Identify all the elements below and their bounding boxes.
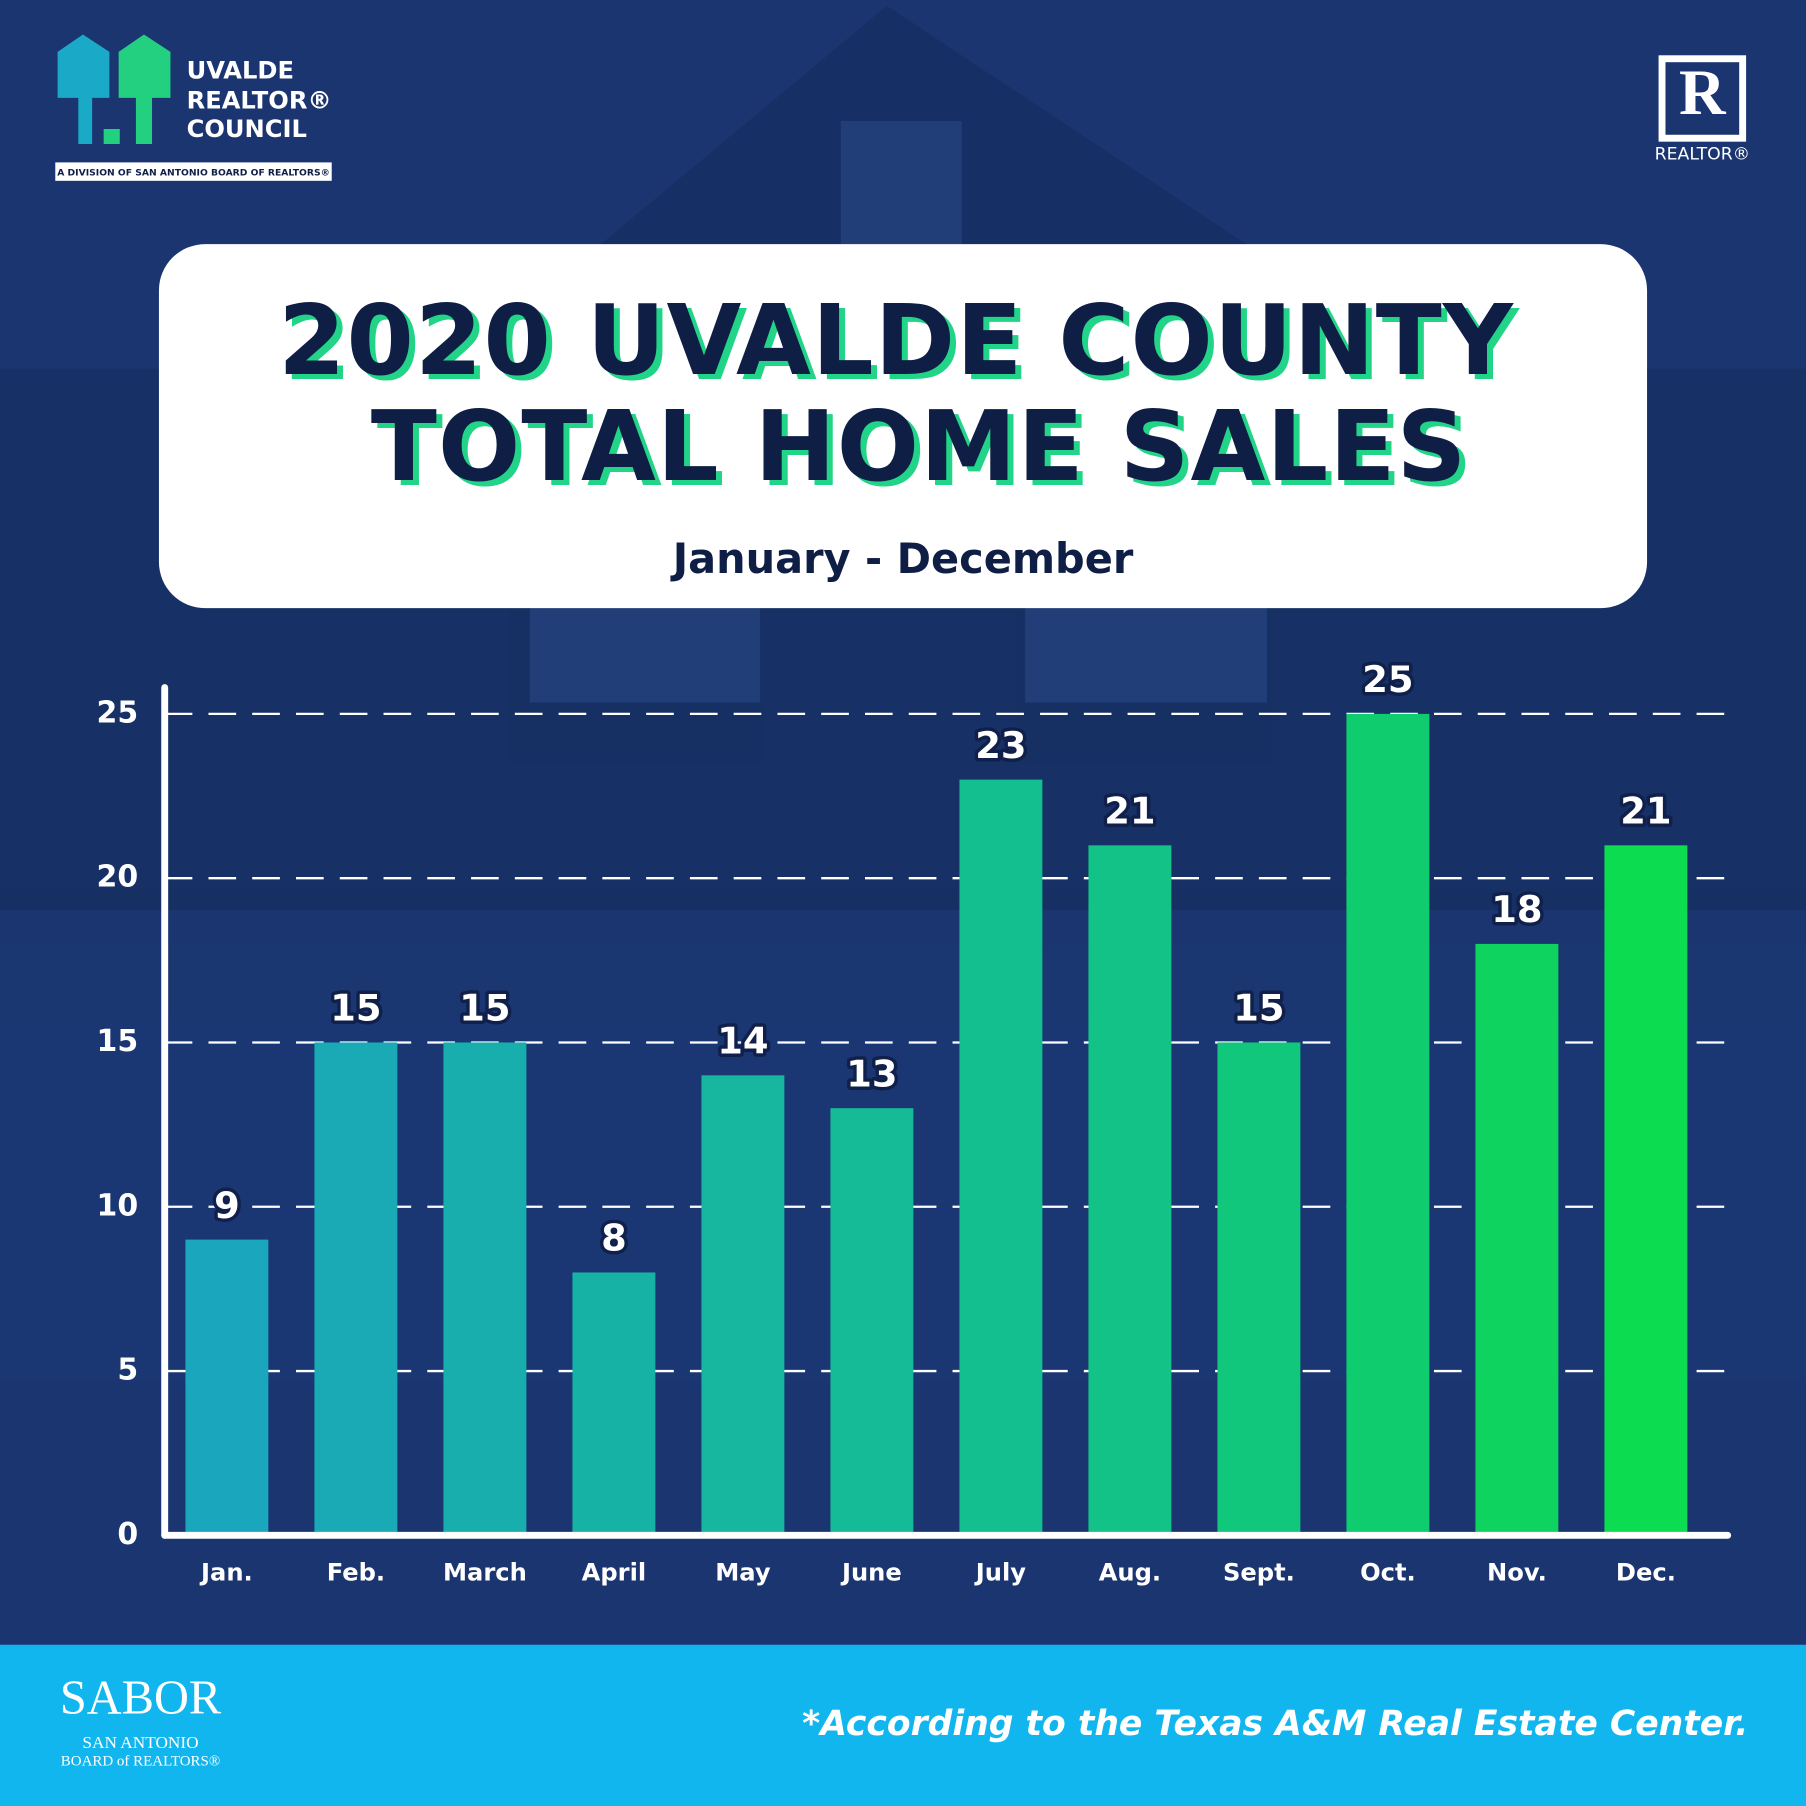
value-label: 15 (330, 987, 381, 1030)
bar (314, 1042, 398, 1536)
y-tick-label: 15 (97, 1024, 139, 1059)
y-tick-label: 5 (117, 1353, 138, 1388)
bar (443, 1042, 527, 1536)
value-label: 18 (1491, 888, 1542, 931)
bar (1346, 713, 1430, 1536)
svg-text:R: R (1679, 57, 1727, 128)
value-label: 14 (717, 1020, 768, 1063)
chart-title: 2020 UVALDE COUNTY (278, 284, 1514, 397)
x-tick-label: July (974, 1558, 1026, 1586)
value-label: 25 (1362, 658, 1413, 701)
bar (1475, 943, 1559, 1536)
chart-subtitle: January - December (670, 535, 1134, 583)
logo: UVALDE REALTOR® COUNCIL A DIVISION OF SA… (55, 34, 332, 181)
logo-text: REALTOR® (187, 86, 332, 114)
chart-title: TOTAL HOME SALES (371, 390, 1468, 503)
value-label: 15 (1233, 987, 1284, 1030)
footnote: *According to the Texas A&M Real Estate … (802, 1704, 1748, 1744)
sabor-logo: SABOR (60, 1671, 222, 1724)
x-tick-label: Aug. (1099, 1558, 1161, 1586)
y-tick-label: 10 (97, 1188, 139, 1223)
x-tick-label: June (840, 1558, 902, 1586)
value-label: 21 (1104, 790, 1155, 833)
value-label: 23 (975, 724, 1026, 767)
value-label: 8 (601, 1217, 627, 1260)
value-label: 21 (1620, 790, 1671, 833)
value-label: 9 (214, 1184, 240, 1227)
bar (1088, 845, 1172, 1536)
title-card (158, 244, 1648, 609)
x-tick-label: Sept. (1223, 1558, 1295, 1586)
y-tick-label: 20 (97, 860, 139, 895)
logo-tagline: A DIVISION OF SAN ANTONIO BOARD OF REALT… (57, 167, 330, 178)
x-tick-label: Jan. (199, 1558, 253, 1586)
bar (830, 1108, 914, 1536)
bar (185, 1239, 269, 1536)
logo-text: UVALDE (187, 56, 294, 84)
value-label: 13 (846, 1052, 897, 1095)
x-tick-label: Oct. (1360, 1558, 1416, 1586)
y-tick-label: 0 (117, 1517, 138, 1552)
plot: 0 5 10 15 20 25 Jan. 9 Feb. 15 March 15 April 8 May 14 J… (97, 655, 1732, 1586)
x-tick-label: Feb. (327, 1558, 385, 1586)
bar (959, 779, 1043, 1536)
bar (1604, 845, 1688, 1536)
x-tick-label: Dec. (1616, 1558, 1676, 1586)
sabor-text: BOARD of REALTORS® (61, 1754, 220, 1770)
value-label: 15 (459, 987, 510, 1030)
sabor-text: SAN ANTONIO (82, 1733, 198, 1752)
bar (572, 1272, 656, 1536)
x-tick-label: April (582, 1558, 647, 1586)
x-tick-label: March (443, 1558, 527, 1586)
footer-band (0, 1644, 1806, 1806)
y-tick-label: 25 (97, 695, 139, 730)
bar (701, 1075, 785, 1536)
x-tick-label: Nov. (1487, 1558, 1547, 1586)
bar (1217, 1042, 1301, 1536)
logo-text: COUNCIL (187, 115, 307, 143)
x-tick-label: May (715, 1558, 771, 1586)
realtor-logo: R REALTOR® (1655, 55, 1750, 164)
realtor-text: REALTOR® (1655, 144, 1750, 164)
